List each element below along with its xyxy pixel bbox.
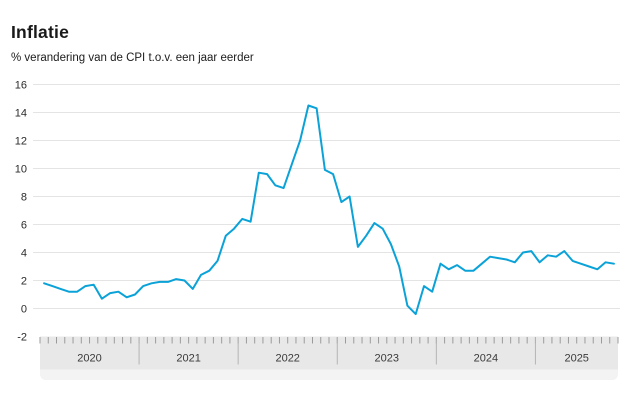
y-axis-tick-label: 16 [15,80,27,92]
inflation-line[interactable] [43,104,615,316]
y-axis-tick-label: 8 [21,192,27,204]
y-axis-tick-label: 0 [21,304,27,316]
chart-subtitle: % verandering van de CPI t.o.v. een jaar… [11,52,254,64]
x-axis-year-label: 2024 [474,353,498,365]
x-axis-year-label: 2020 [77,353,101,365]
x-axis-year-label: 2023 [375,353,399,365]
y-axis-tick-label: -2 [17,332,27,344]
y-axis-tick-label: 4 [21,248,27,260]
x-axis-band [40,336,618,380]
chart-title: Inflatie [11,22,69,42]
y-axis-tick-label: 2 [21,276,27,288]
x-axis-footer [40,369,618,380]
x-axis-year-label: 2021 [176,353,200,365]
y-axis-tick-label: 12 [15,136,27,148]
y-axis-tick-label: 14 [15,108,27,120]
y-axis-tick-label: 6 [21,220,27,232]
x-axis-year-label: 2022 [275,353,299,365]
y-axis-tick-label: 10 [15,164,27,176]
x-axis-year-label: 2025 [564,353,588,365]
